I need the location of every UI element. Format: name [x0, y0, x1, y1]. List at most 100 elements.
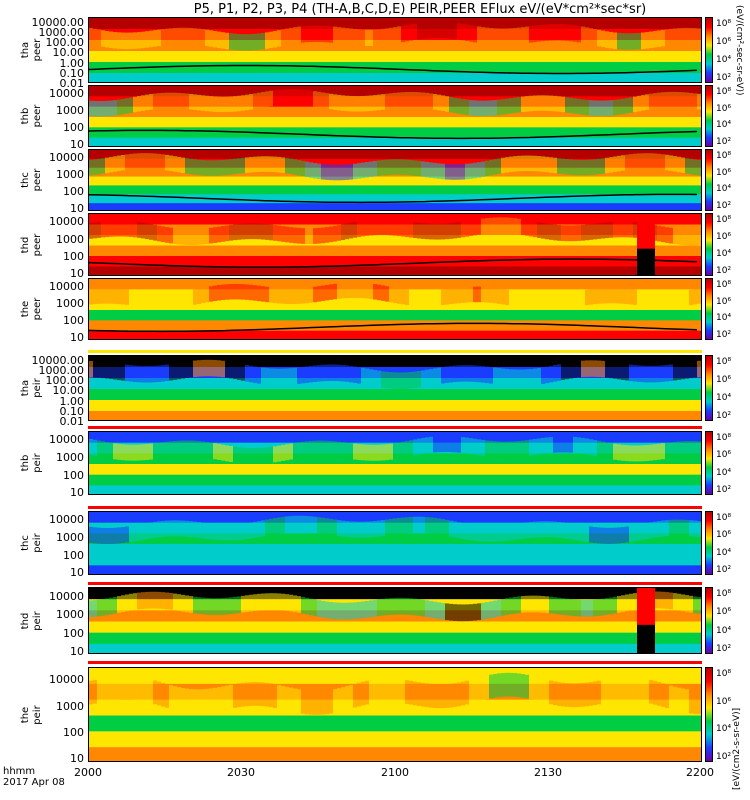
flux-column — [213, 227, 217, 243]
flux-column — [113, 156, 117, 172]
spectrogram-image — [89, 86, 701, 146]
flux-column — [537, 95, 541, 111]
quality-flag-bar — [88, 506, 702, 509]
flux-column — [621, 288, 625, 304]
flux-column — [153, 591, 157, 609]
energy-band — [89, 150, 701, 160]
flux-column — [233, 283, 237, 300]
flux-column — [305, 597, 309, 615]
flux-column — [645, 365, 649, 383]
flux-column — [121, 364, 125, 381]
colorbar-tick: 10⁸ — [716, 19, 732, 29]
flux-column — [321, 164, 325, 180]
flux-column — [617, 596, 621, 613]
flux-column — [585, 224, 589, 241]
flux-column — [257, 156, 261, 172]
flux-column — [413, 91, 417, 108]
flux-column — [325, 601, 329, 619]
flux-column — [273, 368, 277, 386]
flux-column — [633, 222, 637, 238]
flux-column — [157, 681, 161, 706]
flux-column — [337, 364, 341, 382]
flux-column — [197, 597, 201, 614]
flux-column — [681, 92, 685, 108]
flux-column — [653, 153, 657, 169]
y-tick-label: 1000 — [56, 168, 84, 182]
flux-column — [457, 365, 461, 382]
y-tick-label: 100 — [63, 249, 84, 263]
flux-column — [413, 371, 417, 389]
flux-column — [173, 228, 177, 244]
flux-column — [509, 369, 513, 386]
flux-column — [333, 364, 337, 381]
flux-column — [621, 221, 625, 238]
flux-column — [669, 519, 673, 536]
flux-column — [489, 601, 493, 619]
flux-column — [517, 155, 521, 172]
flux-column — [473, 100, 477, 116]
flux-column — [169, 28, 173, 45]
flux-column — [509, 98, 513, 114]
flux-column — [177, 156, 181, 173]
flux-column — [269, 31, 273, 49]
flux-column — [305, 25, 309, 43]
flux-column — [185, 290, 189, 307]
flux-column — [133, 444, 137, 461]
flux-column — [273, 90, 277, 106]
flux-column — [213, 687, 217, 712]
flux-column — [625, 363, 629, 381]
flux-column — [89, 159, 93, 176]
flux-column — [397, 517, 401, 534]
flux-column — [573, 98, 577, 114]
flux-column — [317, 25, 321, 42]
flux-column — [525, 522, 529, 539]
flux-column — [137, 365, 141, 383]
flux-column — [97, 101, 101, 117]
flux-column — [521, 440, 525, 457]
colorbar — [705, 213, 713, 276]
flux-column — [189, 596, 193, 613]
colorbar-tick: 10⁴ — [716, 313, 732, 324]
energy-band — [89, 256, 701, 267]
flux-column — [525, 595, 529, 613]
flux-column — [89, 438, 93, 455]
flux-column — [373, 160, 377, 177]
flux-column — [665, 592, 669, 609]
flux-column — [269, 224, 273, 241]
flux-column — [601, 441, 605, 458]
flux-column — [297, 596, 301, 613]
flux-column — [325, 690, 329, 715]
flux-column — [237, 596, 241, 614]
flux-column — [97, 29, 101, 47]
flux-column — [545, 24, 549, 41]
flux-column — [469, 25, 473, 42]
flux-column — [301, 596, 305, 614]
flux-column — [497, 673, 501, 698]
flux-column — [545, 156, 549, 173]
flux-column — [397, 92, 401, 108]
flux-column — [197, 360, 201, 377]
flux-column — [401, 25, 405, 43]
flux-column — [445, 603, 449, 621]
flux-column — [353, 28, 357, 46]
flux-column — [277, 684, 281, 709]
flux-column — [597, 288, 601, 304]
flux-column — [293, 515, 297, 532]
flux-column — [509, 441, 513, 458]
flux-column — [665, 29, 669, 46]
flux-column — [373, 679, 377, 703]
flux-column — [185, 27, 189, 45]
flux-column — [529, 26, 533, 43]
flux-column — [561, 598, 565, 615]
colorbar-tick: 10⁸ — [716, 151, 732, 161]
flux-column — [237, 363, 241, 380]
flux-column — [277, 287, 281, 304]
flux-column — [201, 522, 205, 539]
time-tick: 2130 — [534, 766, 562, 779]
flux-column — [457, 604, 461, 622]
flux-column — [269, 90, 273, 107]
flux-column — [613, 221, 617, 238]
flux-column — [345, 442, 349, 459]
flux-column — [429, 290, 433, 306]
flux-column — [589, 289, 593, 305]
